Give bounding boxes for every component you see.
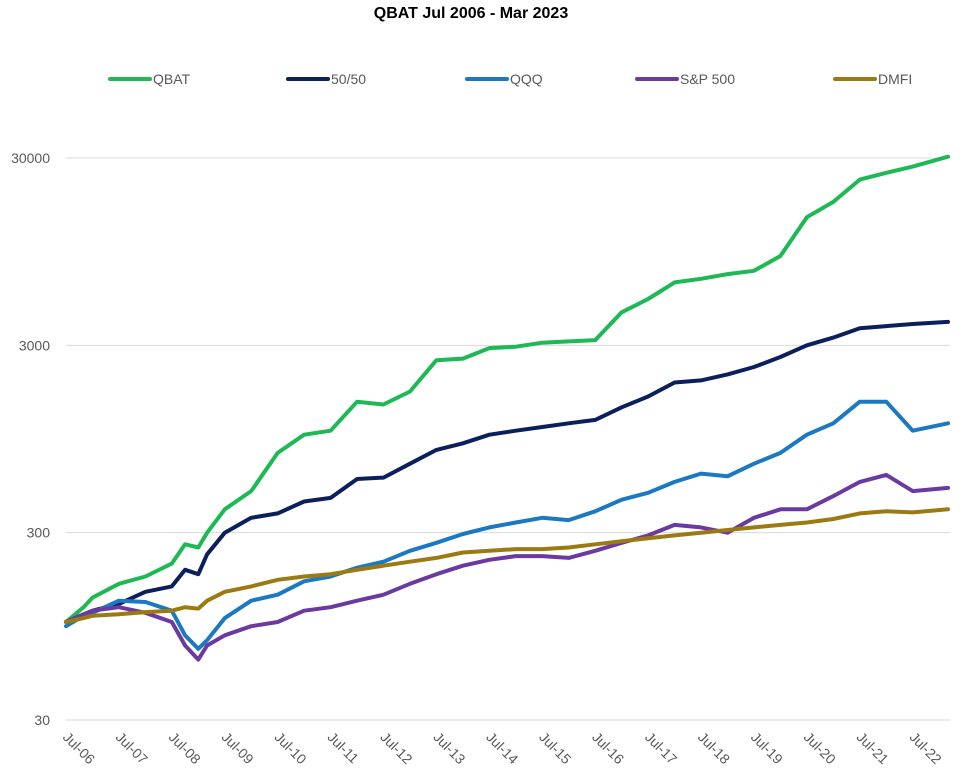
x-tick-label: Jul-08	[166, 729, 204, 767]
x-tick-label: Jul-11	[324, 729, 362, 767]
legend-label: 50/50	[331, 71, 366, 87]
y-tick-label: 3000	[19, 337, 50, 353]
gridlines	[66, 157, 950, 721]
legend-label: S&P 500	[680, 71, 735, 87]
legend-label: QBAT	[153, 71, 191, 87]
y-tick-label: 30	[34, 712, 50, 728]
chart-title: QBAT Jul 2006 - Mar 2023	[374, 5, 569, 22]
y-tick-label: 300	[27, 525, 51, 541]
x-tick-label: Jul-10	[272, 729, 310, 767]
x-tick-label: Jul-18	[695, 729, 733, 767]
x-tick-label: Jul-17	[642, 729, 680, 767]
legend: QBAT 50/50 QQQ S&P 500 DMFI	[108, 71, 912, 87]
x-tick-label: Jul-20	[801, 729, 839, 767]
x-tick-label: Jul-19	[748, 729, 786, 767]
x-tick-label: Jul-22	[907, 729, 945, 767]
series-lines	[64, 154, 950, 662]
series-line-qqq	[64, 399, 950, 651]
legend-label: DMFI	[878, 71, 912, 87]
x-axis-ticks: Jul-06 Jul-07 Jul-08 Jul-09 Jul-10 Jul-11 Jul-…	[60, 729, 945, 767]
x-tick-label: Jul-14	[483, 729, 521, 767]
series-line-50-50	[64, 319, 950, 624]
x-tick-label: Jul-12	[377, 729, 415, 767]
x-tick-label: Jul-15	[536, 729, 574, 767]
series-line-dmfi	[64, 507, 950, 624]
x-tick-label: Jul-16	[589, 729, 627, 767]
x-tick-label: Jul-06	[60, 729, 98, 767]
x-tick-label: Jul-09	[219, 729, 257, 767]
x-tick-label: Jul-21	[854, 729, 892, 767]
legend-label: QQQ	[510, 71, 543, 87]
y-axis-ticks: 30 300 3000 30000	[11, 150, 50, 728]
y-tick-label: 30000	[11, 150, 50, 166]
series-line-qbat	[64, 154, 950, 624]
x-tick-label: Jul-07	[113, 729, 151, 767]
x-tick-label: Jul-13	[430, 729, 468, 767]
series-line-s-p-500	[64, 472, 950, 662]
